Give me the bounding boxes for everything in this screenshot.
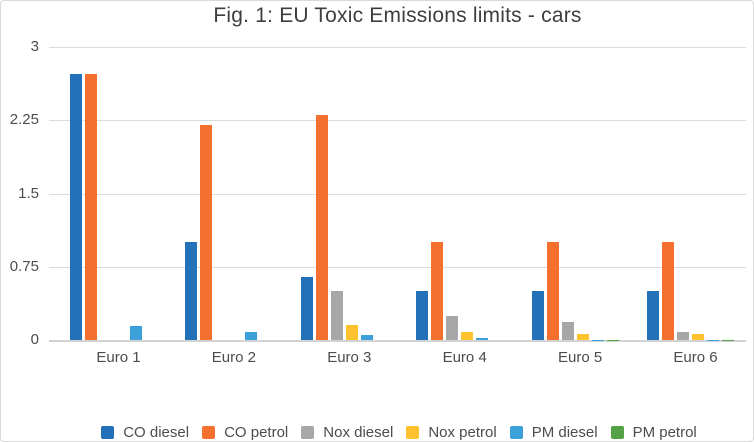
legend-item-pm-petrol: PM petrol	[610, 423, 697, 441]
legend-item-co-diesel: CO diesel	[101, 424, 189, 441]
legend-label: PM diesel	[531, 423, 598, 441]
x-axis-label: Euro 1	[96, 349, 141, 366]
bar-nox-diesel-euro-3	[330, 291, 343, 340]
bar-co-petrol-euro-4	[431, 242, 444, 340]
bar-co-diesel-euro-2	[185, 242, 198, 340]
legend-label: Nox diesel	[323, 423, 394, 441]
bar-co-diesel-euro-3	[300, 277, 313, 340]
bar-co-diesel-euro-5	[531, 291, 544, 340]
legend-item-pm-diesel: PM diesel	[509, 423, 598, 441]
legend-item-nox-diesel: Nox diesel	[301, 424, 393, 441]
legend-label: CO petrol	[224, 423, 289, 441]
bar-co-petrol-euro-3	[315, 115, 328, 340]
legend: CO diesel CO petrol Nox diesel Nox petrol PM…	[49, 423, 749, 441]
x-axis-label: Euro 2	[211, 349, 256, 366]
bar-co-diesel-euro-6	[647, 291, 659, 340]
bar-co-petrol-euro-6	[662, 242, 674, 340]
legend-item-co-petrol: CO petrol	[202, 424, 288, 441]
bar-nox-petrol-euro-4	[461, 332, 474, 340]
bar-nox-petrol-euro-6	[692, 334, 704, 340]
gridline	[49, 194, 746, 195]
bar-nox-diesel-euro-4	[446, 315, 459, 340]
chart-title: Fig. 1: EU Toxic Emissions limits - cars	[213, 4, 582, 27]
bar-co-petrol-euro-2	[200, 125, 213, 340]
y-axis-tick-label: 2.25	[9, 111, 39, 129]
bar-pm-diesel-euro-2	[245, 332, 258, 340]
bar-co-diesel-euro-1	[70, 74, 82, 340]
x-axis-label: Euro 6	[673, 349, 718, 366]
bar-nox-petrol-euro-5	[576, 334, 589, 340]
legend-swatch-nox-diesel	[301, 425, 315, 439]
legend-label: Nox petrol	[428, 423, 497, 441]
gridline	[49, 267, 746, 268]
x-axis-label: Euro 4	[442, 349, 487, 366]
bar-pm-diesel-euro-3	[360, 335, 373, 340]
legend-label: PM petrol	[632, 423, 697, 441]
bar-nox-petrol-euro-3	[345, 325, 358, 340]
bar-nox-diesel-euro-5	[561, 322, 574, 340]
x-axis-line	[49, 340, 746, 342]
legend-swatch-co-petrol	[202, 425, 216, 439]
bar-co-petrol-euro-5	[546, 242, 559, 340]
legend-swatch-co-diesel	[101, 425, 115, 439]
legend-swatch-nox-petrol	[406, 425, 420, 439]
legend-swatch-pm-petrol	[610, 425, 624, 439]
legend-swatch-pm-diesel	[509, 425, 523, 439]
bar-nox-diesel-euro-6	[677, 332, 689, 340]
gridline	[49, 120, 746, 121]
legend-label: CO diesel	[123, 423, 190, 441]
x-axis-label: Euro 3	[327, 349, 372, 366]
bar-pm-diesel-euro-1	[130, 326, 142, 340]
y-axis-tick-label: 0.75	[9, 257, 39, 275]
gridline	[49, 47, 746, 48]
bar-pm-diesel-euro-4	[476, 337, 489, 340]
bar-co-petrol-euro-1	[85, 74, 97, 340]
y-axis-tick-label: 3	[30, 38, 39, 55]
y-axis-tick-label: 1.5	[18, 184, 39, 202]
y-axis-tick-label: 0	[30, 331, 39, 348]
bar-co-diesel-euro-4	[416, 291, 429, 340]
x-axis-label: Euro 5	[557, 349, 603, 366]
legend-item-nox-petrol: Nox petrol	[406, 423, 497, 441]
